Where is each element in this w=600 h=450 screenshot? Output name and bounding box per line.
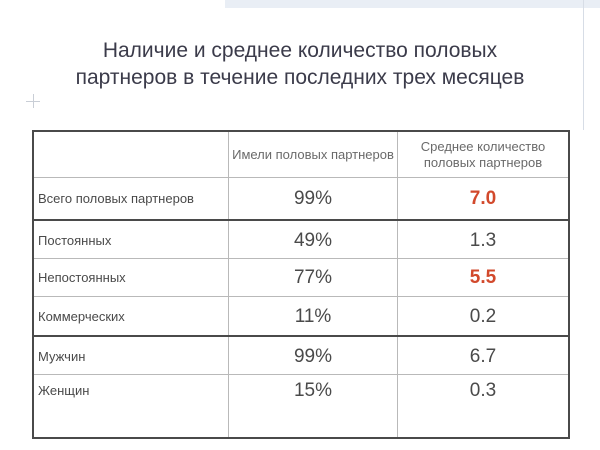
row-avg-value: 6.7 bbox=[469, 345, 497, 367]
row-had-value: 15% bbox=[293, 380, 333, 401]
row-had-value: 99% bbox=[293, 188, 333, 209]
row-had-value: 77% bbox=[293, 267, 333, 288]
row-avg-value: 0.2 bbox=[469, 305, 497, 327]
row-label: Коммерческих bbox=[38, 308, 125, 324]
crosshair-mark-vertical bbox=[33, 94, 34, 108]
column-divider bbox=[228, 132, 229, 437]
header-had-partners: Имели половых партнеров bbox=[232, 146, 394, 162]
row-label: Непостоянных bbox=[38, 270, 126, 285]
row-label: Женщин bbox=[38, 383, 90, 398]
title-line-2: партнеров в течение последних трех месяц… bbox=[75, 66, 525, 89]
column-divider bbox=[397, 132, 398, 437]
title-line-1: Наличие и среднее количество половых bbox=[102, 39, 498, 62]
slide-title: Наличие и среднее количество половых пар… bbox=[40, 37, 560, 91]
row-had-value: 49% bbox=[293, 229, 333, 251]
data-table: Имели половых партнеров Среднее количест… bbox=[32, 130, 570, 439]
header-avg-count: Среднее количество половых партнеров bbox=[420, 138, 546, 170]
decoration-line bbox=[583, 0, 584, 130]
row-label: Всего половых партнеров bbox=[38, 191, 194, 206]
table-row: Непостоянных 77% 5.5 bbox=[34, 258, 568, 297]
row-avg-value: 5.5 bbox=[469, 267, 497, 288]
row-had-value: 99% bbox=[293, 345, 333, 367]
table-row: Женщин 15% 0.3 bbox=[34, 374, 568, 438]
table-header-row: Имели половых партнеров Среднее количест… bbox=[34, 132, 568, 177]
row-label: Постоянных bbox=[38, 232, 112, 248]
row-avg-value: 1.3 bbox=[469, 229, 497, 251]
table-row: Постоянных 49% 1.3 bbox=[34, 219, 568, 260]
row-had-value: 11% bbox=[294, 305, 332, 327]
table-row: Мужчин 99% 6.7 bbox=[34, 335, 568, 376]
row-avg-value: 0.3 bbox=[469, 380, 497, 401]
top-decoration-bar bbox=[225, 0, 600, 8]
row-avg-value: 7.0 bbox=[469, 188, 497, 209]
row-label: Мужчин bbox=[38, 348, 86, 364]
table-row: Всего половых партнеров 99% 7.0 bbox=[34, 177, 568, 220]
table-row: Коммерческих 11% 0.2 bbox=[34, 296, 568, 336]
